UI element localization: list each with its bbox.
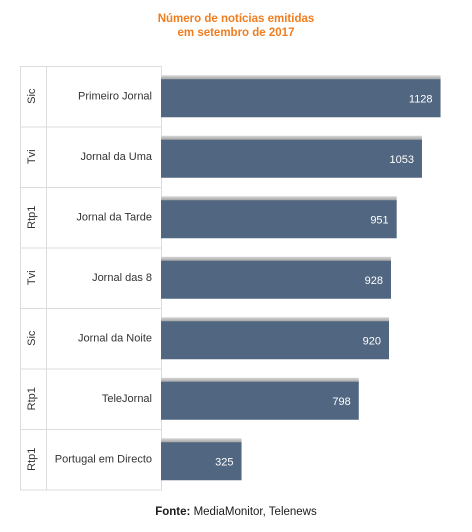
group-label: Sic	[26, 88, 38, 104]
chart-title-line-2: em setembro de 2017	[177, 27, 295, 39]
group-label: Rtp1	[26, 387, 38, 410]
value-label: 1053	[389, 154, 413, 166]
category-label: Jornal das 8	[92, 272, 152, 284]
bar-shadow	[161, 438, 242, 445]
bar-shadow	[161, 135, 422, 142]
bar-shadow	[161, 317, 389, 324]
group-label: Tvi	[26, 149, 38, 164]
panel-border	[20, 66, 162, 491]
group-label: Rtp1	[26, 206, 38, 229]
bar-shadow	[161, 75, 441, 82]
value-label: 951	[370, 214, 388, 226]
value-label: 325	[215, 456, 233, 468]
group-label: Rtp1	[26, 448, 38, 471]
bar	[161, 260, 391, 299]
value-label: 798	[332, 396, 350, 408]
group-label: Sic	[26, 330, 38, 346]
bar-shadow	[161, 377, 359, 384]
bars-group: 1128 1053 951 928 920 798 325	[161, 75, 441, 481]
source-text: MediaMonitor, Telenews	[193, 506, 317, 518]
bar	[161, 200, 397, 239]
source-note: Fonte: MediaMonitor, Telenews	[0, 506, 472, 518]
category-label: Portugal em Directo	[55, 453, 152, 465]
category-label: Jornal da Uma	[80, 151, 152, 163]
category-panel: Sic Primeiro Jornal Tvi Jornal da Uma Rtp1 Jo…	[20, 66, 162, 491]
category-label: Jornal da Tarde	[76, 211, 152, 223]
value-label: 928	[365, 275, 383, 287]
bar	[161, 139, 422, 178]
category-label: TeleJornal	[102, 393, 152, 405]
chart-title-line-1: Número de notícias emitidas	[157, 13, 315, 25]
category-label: Primeiro Jornal	[78, 90, 152, 102]
bar	[161, 79, 441, 118]
bar-shadow	[161, 196, 397, 203]
bar	[161, 442, 242, 481]
group-label: Tvi	[26, 270, 38, 285]
bar	[161, 381, 359, 420]
source-label: Fonte:	[155, 506, 191, 518]
category-label: Jornal da Noite	[78, 332, 152, 344]
bar-shadow	[161, 256, 391, 263]
chart-title: Número de notícias emitidas em setembro …	[0, 12, 472, 40]
bar	[161, 321, 389, 360]
value-label: 920	[363, 335, 381, 347]
value-label: 1128	[409, 93, 433, 105]
